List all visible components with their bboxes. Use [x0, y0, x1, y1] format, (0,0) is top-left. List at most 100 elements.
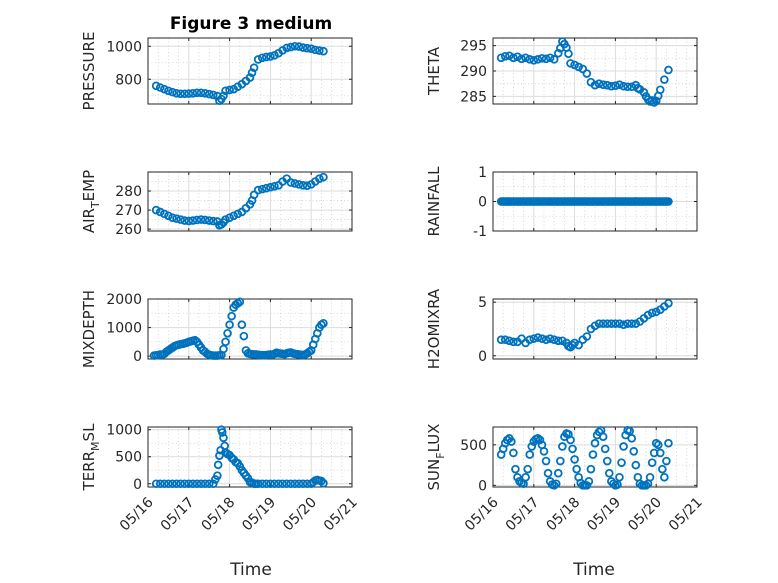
data-point [257, 184, 267, 194]
y-axis-label: PRESSURE [80, 32, 98, 111]
data-point [541, 456, 551, 466]
x-tick-label: 05/21 [666, 494, 706, 534]
axes-box [147, 171, 353, 232]
data-point [204, 479, 214, 489]
data-point [525, 450, 535, 459]
data-point [233, 209, 243, 219]
y-tick-label: 0 [478, 195, 487, 211]
data-point [582, 69, 592, 78]
data-point [172, 88, 181, 98]
x-axis-label-left: Time [229, 560, 272, 580]
data-point [543, 468, 553, 478]
subplot-3: 260 270 280 AIRTEMP [80, 170, 353, 238]
data-point [302, 181, 312, 191]
y-tick-label: 280 [115, 184, 142, 200]
data-point [192, 479, 202, 489]
subplot-4: -1 0 1 RAINFALL [425, 165, 698, 240]
data-point [500, 335, 510, 345]
data-point [574, 340, 583, 350]
data-point [294, 180, 304, 189]
data-point [509, 53, 518, 63]
data-point [247, 68, 257, 77]
data-point [623, 319, 632, 328]
data-point [602, 319, 612, 328]
x-tick-label: 05/18 [544, 494, 584, 534]
data-point [266, 52, 275, 61]
data-point [533, 55, 543, 64]
data-point [155, 83, 165, 92]
subplot-6: 0 5 H2OMIXRA [425, 288, 698, 369]
data-point [168, 87, 177, 97]
data-point [594, 79, 604, 88]
data-point [200, 88, 210, 98]
subplot-8: 0 500 05/16 05/17 05/18 05/19 05/20 05/21 SUNFLU… [425, 424, 706, 535]
data-point [535, 435, 545, 445]
data-point [505, 336, 514, 346]
x-tick-label: 05/20 [280, 494, 320, 534]
y-axis-label: TERRMSL [80, 423, 102, 492]
data-point [611, 319, 620, 328]
y-tick-label: 1000 [106, 39, 142, 55]
data-point [270, 479, 279, 489]
data-point [315, 46, 324, 55]
data-point [586, 464, 596, 474]
data-point [262, 479, 271, 489]
data-point [245, 73, 255, 82]
data-point [319, 478, 328, 488]
data-point [298, 181, 308, 190]
figure-title: Figure 3 medium [170, 14, 332, 34]
data-point [496, 53, 506, 63]
x-tick-label: 05/20 [625, 494, 665, 534]
data-point [188, 479, 198, 489]
y-tick-label: 500 [115, 450, 142, 466]
data-point [294, 42, 304, 51]
y-tick-label: 295 [460, 39, 487, 55]
y-axis-label: SUNFLUX [425, 424, 447, 491]
data-point [180, 89, 190, 99]
data-point [521, 472, 530, 482]
data-point [553, 336, 563, 346]
data-point [525, 55, 535, 64]
data-point [253, 479, 263, 489]
data-point [192, 215, 202, 225]
data-point [176, 89, 185, 99]
data-point [219, 433, 228, 443]
data-point [613, 480, 622, 489]
data-point [627, 434, 637, 443]
data-point [572, 464, 581, 474]
data-point [188, 216, 198, 225]
data-point [257, 479, 267, 489]
data-point [584, 477, 594, 486]
data-point [647, 308, 657, 318]
data-point [660, 75, 669, 84]
y-tick-label: 1 [478, 165, 487, 181]
data-point [290, 479, 300, 489]
data-point [545, 53, 555, 63]
data-point [541, 335, 551, 345]
data-point [290, 179, 300, 188]
y-tick-label: 1000 [106, 423, 142, 439]
data-point [172, 479, 181, 489]
y-tick-label: 290 [460, 64, 487, 80]
axes-box [492, 298, 698, 360]
data-point [249, 190, 259, 200]
data-point [294, 479, 304, 489]
data-point [600, 444, 610, 454]
data-point [551, 479, 561, 489]
data-point [184, 216, 194, 226]
x-tick-label: 05/18 [199, 494, 239, 534]
data-point [537, 334, 547, 343]
data-point [556, 456, 565, 466]
data-point [611, 81, 620, 91]
y-axis-label: AIRTEMP [80, 170, 102, 233]
data-point [598, 319, 608, 328]
x-tick-label: 05/17 [503, 494, 543, 534]
data-point [623, 82, 632, 92]
data-point [298, 479, 308, 489]
data-point [164, 86, 173, 96]
data-point [235, 297, 245, 307]
data-point [200, 215, 210, 225]
y-tick-label: 285 [460, 89, 487, 105]
data-point [192, 88, 202, 98]
